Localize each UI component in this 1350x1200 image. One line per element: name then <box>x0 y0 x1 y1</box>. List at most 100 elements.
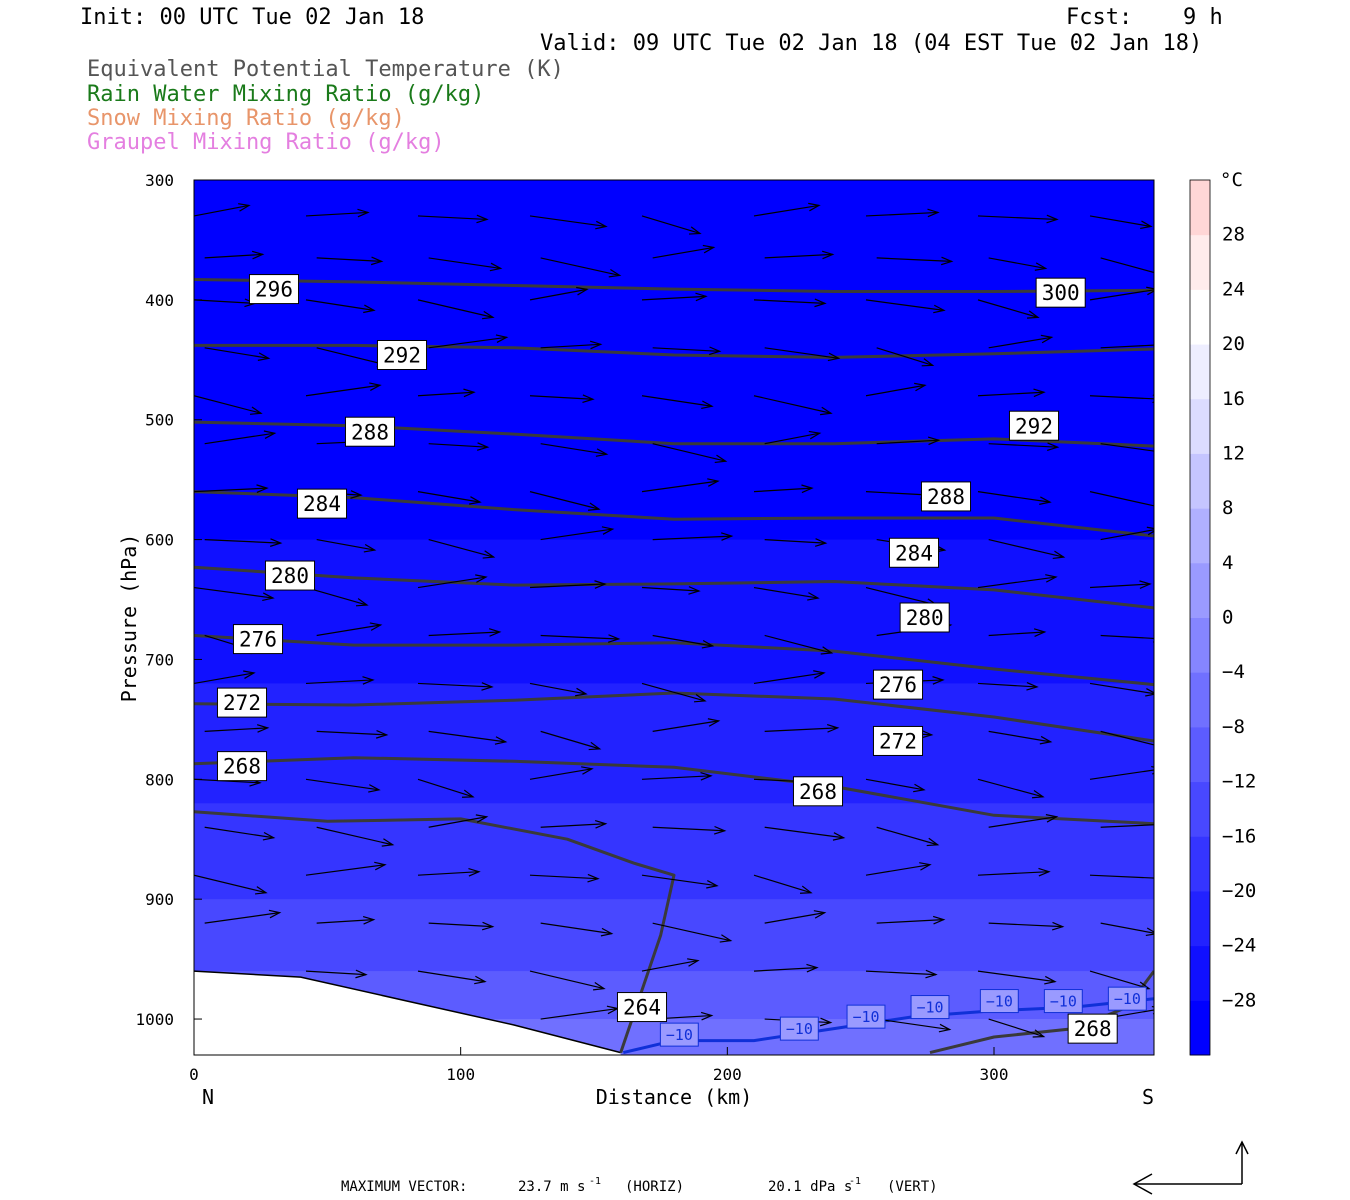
y-axis-title: Pressure (hPa) <box>117 534 141 703</box>
wind-vector <box>753 670 826 685</box>
contour-label-280-box <box>264 560 316 591</box>
wind-vector-shaft <box>417 871 480 876</box>
wind-vector-shaft <box>529 970 605 990</box>
wind-vector-head <box>475 574 488 583</box>
wind-vector <box>865 862 932 876</box>
wind-vector-shaft <box>977 871 1050 876</box>
isotherm-label: −10 <box>852 1008 879 1026</box>
wind-vector-shaft <box>977 970 1056 983</box>
wind-vector-shaft <box>977 299 1039 318</box>
wind-vector-shaft <box>428 336 507 349</box>
colorbar-segment <box>1190 562 1210 618</box>
wind-vector-head <box>832 832 846 841</box>
wind-vector <box>876 256 954 266</box>
wind-vector-head <box>469 496 482 505</box>
wind-vector-head <box>1026 310 1040 319</box>
x-end-label-south: S <box>1142 1085 1154 1109</box>
wind-vector-head <box>933 304 946 314</box>
wind-vector <box>417 970 487 985</box>
wind-vector-shaft <box>428 730 506 743</box>
wind-vector <box>753 874 813 894</box>
contour-label-280-box <box>899 602 950 633</box>
wind-vector-head <box>821 250 835 260</box>
wind-vector-shaft <box>1089 769 1154 780</box>
wind-vector-shaft <box>1100 824 1154 828</box>
wind-vector <box>1089 394 1154 404</box>
wind-vector-shaft <box>652 535 732 541</box>
wind-vector-head <box>594 819 608 829</box>
isotherm-label: −10 <box>916 998 943 1016</box>
wind-vector <box>529 682 588 697</box>
wind-vector-head <box>601 526 615 535</box>
wind-vector-head <box>1146 526 1154 536</box>
wind-vector-head <box>814 298 827 308</box>
y-tick-label: 1000 <box>135 1010 174 1029</box>
wind-vector-head <box>1158 503 1169 510</box>
wind-vector-head <box>249 406 263 415</box>
contour-label-276: 276 <box>879 673 917 697</box>
wind-vector-head <box>374 861 387 871</box>
wind-vector <box>753 202 821 217</box>
theta-e-contour-272 <box>194 756 1154 826</box>
wind-vector-head <box>1026 681 1039 691</box>
wind-vector-head <box>587 873 600 883</box>
wind-vector <box>194 874 268 895</box>
contour-label-280: 280 <box>271 564 309 588</box>
wind-vector <box>865 299 946 314</box>
wind-vector-shaft <box>417 576 487 589</box>
temperature-band <box>194 803 1154 900</box>
wind-vector-shaft <box>753 672 825 685</box>
wind-vector-shaft <box>1100 634 1154 640</box>
wind-vector <box>204 347 271 361</box>
y-tick-label: 800 <box>145 770 174 789</box>
wind-vector-head <box>350 490 363 499</box>
wind-vector-head <box>588 741 602 751</box>
wind-vector-shaft <box>977 778 1044 798</box>
wind-vector-head <box>576 286 589 296</box>
wind-vector-shaft <box>316 257 382 263</box>
legend-rain-water: Rain Water Mixing Ratio (g/kg) <box>87 82 485 107</box>
wind-vector-head <box>688 586 701 595</box>
wind-vector <box>540 922 614 937</box>
wind-vector <box>316 915 376 925</box>
terrain-fill <box>194 971 621 1055</box>
wind-vector <box>428 730 508 745</box>
wind-vector-head <box>1145 688 1154 697</box>
wind-vector <box>865 382 927 397</box>
wind-vector <box>753 298 827 308</box>
wind-vector-head <box>468 867 481 877</box>
wind-vector-shaft <box>529 583 606 589</box>
wind-vector-head <box>1032 1029 1046 1038</box>
wind-vector-shaft <box>652 826 725 832</box>
wind-vector <box>417 682 494 691</box>
wind-vector-shaft <box>876 1018 950 1031</box>
theta-e-contour-300 <box>194 278 1154 293</box>
wind-vector-shaft <box>194 299 256 304</box>
wind-vector <box>652 443 728 464</box>
wind-vector-head <box>927 436 941 446</box>
contour-label-268: 268 <box>1074 1017 1112 1041</box>
wind-vector-shaft <box>428 922 493 928</box>
colorbar-segment <box>1190 672 1210 728</box>
wind-vector-head <box>1038 867 1051 877</box>
wind-vector-head <box>255 886 268 895</box>
wind-vector-head <box>357 208 370 218</box>
wind-vector-shaft <box>1089 583 1151 589</box>
wind-vector <box>204 826 276 841</box>
wind-vector-shaft <box>305 211 369 217</box>
wind-vector-shaft <box>988 257 1046 270</box>
wind-vector-shaft <box>1100 443 1154 452</box>
y-tick-label: 500 <box>145 411 174 430</box>
wind-vector <box>641 874 719 889</box>
wind-vector <box>428 921 495 931</box>
wind-vector <box>305 861 387 876</box>
wind-vector-head <box>693 694 707 703</box>
wind-vector <box>428 442 490 451</box>
colorbar-tick-label: 24 <box>1222 278 1245 300</box>
wind-vector-head <box>355 598 369 607</box>
wind-vector-shaft <box>753 204 820 217</box>
colorbar-tick-label: −20 <box>1222 880 1256 902</box>
wind-vector <box>876 436 941 446</box>
wind-vector-head <box>926 837 940 847</box>
wind-vector-head <box>1146 286 1154 296</box>
